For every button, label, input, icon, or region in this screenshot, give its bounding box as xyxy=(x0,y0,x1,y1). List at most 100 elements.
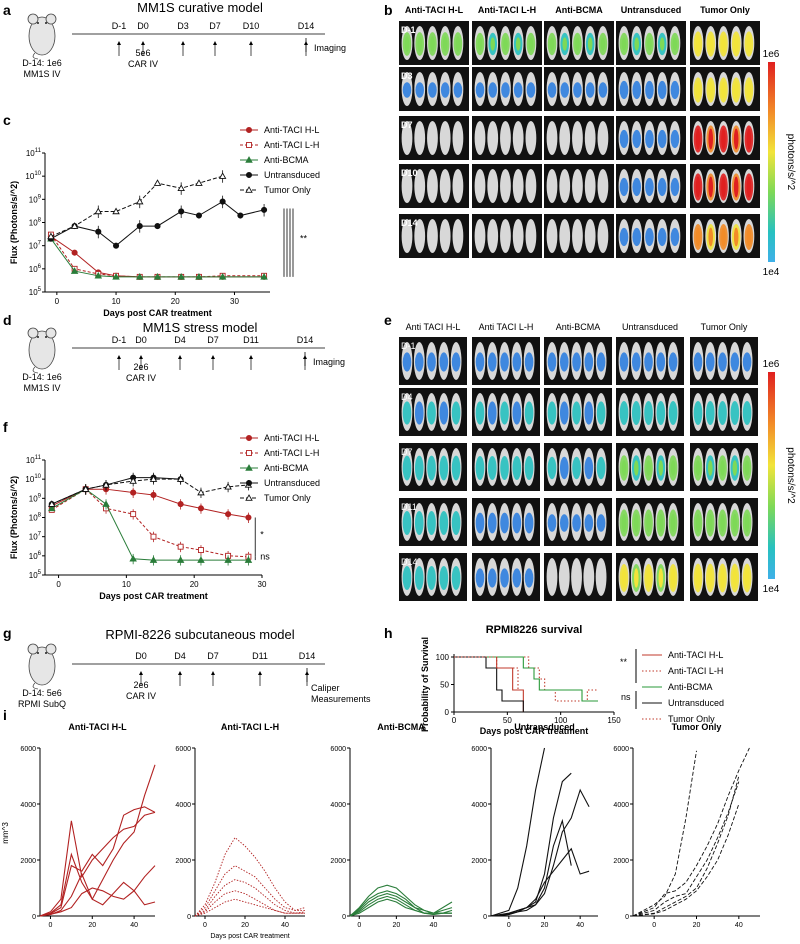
legend-label: Anti-TACI H-L xyxy=(264,125,319,135)
imaging-column-header: Tumor Only xyxy=(701,322,748,332)
data-point xyxy=(176,475,185,482)
data-point xyxy=(153,272,162,280)
signal-blob xyxy=(619,129,629,149)
imaging-cell xyxy=(616,67,686,111)
signal-blob xyxy=(487,456,497,480)
x-axis-label: Days post CAR treatment xyxy=(480,726,589,736)
tumor-growth-curve xyxy=(39,764,156,917)
signal-blob xyxy=(598,82,608,98)
dose-label: 5e6 xyxy=(135,48,150,58)
signal-blob xyxy=(427,455,436,481)
mouse-silhouette xyxy=(414,121,426,155)
signal-core xyxy=(695,567,701,589)
data-point xyxy=(246,142,252,148)
signal-core xyxy=(733,227,739,247)
mouse-silhouette xyxy=(500,219,511,253)
signal-blob xyxy=(730,352,740,372)
signal-blob xyxy=(644,352,653,372)
data-point xyxy=(102,481,110,488)
x-tick-label: 30 xyxy=(258,580,267,589)
y-tick-label: 1011 xyxy=(26,455,42,465)
tumor-growth-curve xyxy=(632,781,740,917)
mouse-silhouette xyxy=(525,169,537,203)
signal-core xyxy=(621,460,627,476)
day-label: D14 xyxy=(298,21,315,31)
imaging-cell xyxy=(690,164,760,208)
x-tick-label: 50 xyxy=(503,716,512,725)
mouse-silhouette xyxy=(452,169,464,203)
mouse-silhouette xyxy=(559,169,571,203)
imaging-cell xyxy=(616,337,684,385)
data-point xyxy=(218,172,227,179)
imaging-cell xyxy=(472,67,542,111)
signal-core xyxy=(587,37,593,51)
data-point xyxy=(178,208,185,215)
signal-blob xyxy=(632,80,642,100)
mouse-silhouette xyxy=(572,169,583,203)
data-point xyxy=(176,556,185,563)
survival-curve xyxy=(454,656,598,702)
legend-entry: Tumor Only xyxy=(642,714,715,724)
imaging-cell: D-1 xyxy=(399,21,469,65)
imaging-cell xyxy=(472,21,542,65)
signal-blob xyxy=(596,352,606,372)
day-label: D-1 xyxy=(112,21,127,31)
imaging-cell xyxy=(472,337,540,385)
legend-entry: Anti-TACI L-H xyxy=(240,448,319,458)
timeline-scheme: RPMI-8226 subcutaneous model D-14: 5e6RPM… xyxy=(18,627,371,709)
y-tick-label: 106 xyxy=(29,551,42,561)
y-tick-label: 107 xyxy=(29,532,42,542)
mouse-silhouette xyxy=(401,219,413,253)
imaging-row-label: D4 xyxy=(401,392,413,402)
panel-letter-b: b xyxy=(384,2,393,18)
legend-label: Untransduced xyxy=(264,478,320,488)
imaging-cell xyxy=(616,21,686,65)
y-tick-label: 105 xyxy=(29,570,42,580)
signal-blob xyxy=(596,514,606,532)
signal-blob xyxy=(619,80,629,100)
data-point xyxy=(260,272,268,280)
signal-blob xyxy=(547,352,557,372)
imaging-row-label: D10 xyxy=(401,168,418,178)
panel-letter-c: c xyxy=(3,112,11,128)
arrow-head xyxy=(117,41,121,45)
imaging-cell xyxy=(616,116,686,160)
y-tick-label: 2000 xyxy=(20,858,36,865)
y-axis-label: Flux (Photons/s/^2) xyxy=(9,181,19,264)
panel-letter-a: a xyxy=(3,2,11,18)
x-tick-label: 20 xyxy=(392,922,400,929)
legend-label: Anti-TACI H-L xyxy=(264,433,319,443)
mouse-silhouette xyxy=(427,121,438,155)
signal-blob xyxy=(513,82,523,98)
legend-entry: Anti-BCMA xyxy=(642,682,713,692)
colorbar-top-label: 1e6 xyxy=(763,359,780,370)
signal-core xyxy=(746,128,752,150)
x-tick-label: 40 xyxy=(576,922,584,929)
signal-core xyxy=(720,460,725,476)
y-tick-label: 2000 xyxy=(330,858,346,865)
signal-core xyxy=(528,37,534,51)
x-tick-label: 10 xyxy=(122,580,131,589)
imaging-cell xyxy=(616,388,684,436)
imaging-cell xyxy=(690,67,760,111)
mouse-silhouette xyxy=(525,219,537,253)
imaging-cell xyxy=(472,164,542,208)
x-tick-label: 20 xyxy=(171,297,180,306)
imaging-cell xyxy=(544,388,612,436)
mouse-silhouette xyxy=(571,558,582,596)
signal-blob xyxy=(559,514,569,532)
flux-chart-c: 105 106 107 108 109 1010 1011 0 10 20 30 Days post … xyxy=(9,125,320,318)
data-point xyxy=(177,272,185,280)
imaging-panel: Anti-TACI H-L Anti-TACI L-H Anti-BCMA Untra… xyxy=(399,5,796,278)
arrow-head xyxy=(178,355,182,359)
signal-blob xyxy=(487,512,497,534)
mouse-silhouette xyxy=(525,121,537,155)
signal-blob xyxy=(705,352,715,372)
mouse-silhouette xyxy=(572,121,583,155)
y-tick-label: 109 xyxy=(29,194,42,204)
mouse-silhouette xyxy=(474,121,486,155)
data-point xyxy=(245,171,253,179)
signal-core xyxy=(695,35,701,53)
survival-chart: RPMI8226 survival 0 50 100 0 50 100 150 Days pos… xyxy=(420,624,724,736)
